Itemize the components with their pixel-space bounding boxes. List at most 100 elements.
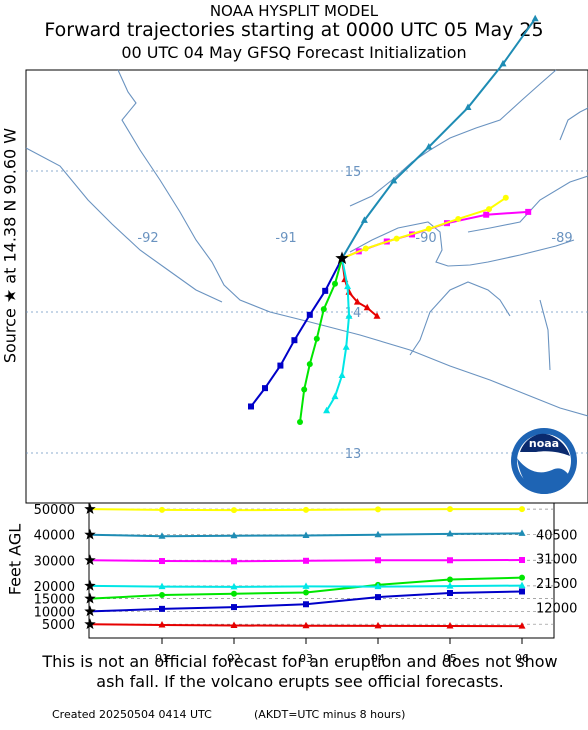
trajectory-point: [499, 59, 507, 67]
height-point: [159, 558, 165, 565]
trajectory-point: [248, 403, 254, 410]
map-frame: [25, 69, 588, 504]
height-start-star: [84, 503, 96, 514]
height-start-star: [84, 554, 96, 566]
height-series: [84, 503, 526, 630]
trajectory-point: [425, 225, 432, 232]
trajectory-point: [291, 337, 298, 344]
trajectory-point: [353, 298, 361, 305]
height-point: [518, 622, 526, 629]
time-tick-label: 01: [155, 652, 169, 665]
trajectory-point: [262, 385, 268, 392]
lat-label: 13: [345, 447, 362, 462]
height-point: [302, 582, 310, 589]
height-point: [519, 588, 525, 595]
trajectory-point: [531, 14, 539, 22]
height-start-star: [84, 605, 96, 617]
height-point: [231, 558, 237, 565]
trajectory-point: [360, 216, 368, 223]
trajectory-point: [332, 280, 338, 287]
height-point: [518, 529, 526, 536]
lon-label: -91: [275, 231, 296, 246]
height-point: [447, 557, 453, 564]
trajectory-point: [344, 282, 352, 290]
trajectory-point: [425, 143, 433, 150]
height-point: [374, 582, 382, 590]
time-tick-label: 04: [371, 652, 385, 665]
height-start-star: [84, 528, 96, 540]
height-point: [375, 594, 381, 601]
map-panel: -92 -91 -90 -89 15 14 13 noaa: [25, 14, 588, 504]
height-point: [302, 621, 310, 629]
time-tick-label: 05: [443, 652, 457, 665]
noaa-logo-wave: [517, 458, 571, 494]
height-tick-label: 40000: [34, 529, 75, 544]
height-point: [447, 506, 453, 513]
trajectory-point: [306, 311, 313, 318]
trajectory-point: [345, 312, 353, 319]
height-point: [303, 506, 309, 513]
trajectory-point: [363, 303, 371, 311]
trajectory-point: [362, 245, 369, 252]
height-tick-label: 30000: [34, 554, 75, 569]
height-point: [230, 531, 238, 539]
height-point: [447, 590, 453, 597]
height-end-label: 21500: [536, 577, 577, 592]
noaa-logo-text: noaa: [529, 437, 559, 450]
height-point: [159, 506, 165, 513]
lat-label: 15: [345, 165, 362, 180]
trajectory-point: [342, 343, 350, 350]
noaa-logo-bird: [520, 433, 570, 456]
height-point: [519, 506, 525, 513]
height-start-star: [84, 579, 96, 591]
height-point: [447, 576, 453, 583]
chart-title: Forward trajectories starting at 0000 UT…: [44, 19, 544, 41]
model-title: NOAA HYSPLIT MODEL: [209, 2, 379, 20]
height-end-label: 40500: [536, 528, 577, 543]
created-timestamp: Created 20250504 0414 UTC: [52, 708, 212, 721]
trajectory-point: [306, 361, 313, 368]
height-point: [303, 601, 309, 608]
height-point: [231, 604, 237, 611]
height-tick-label: 5000: [42, 618, 75, 633]
trajectory-point: [320, 306, 327, 313]
disclaimer-text: This is not an official forecast for an …: [42, 652, 558, 691]
trajectory-point: [277, 362, 284, 369]
trajectory-point: [313, 335, 320, 342]
trajectory-point: [297, 418, 303, 425]
trajectory-point: [373, 312, 381, 319]
height-point: [375, 506, 381, 513]
trajectory-point: [322, 287, 329, 294]
height-point: [518, 581, 526, 589]
height-point: [230, 621, 238, 628]
height-point: [446, 582, 454, 589]
height-point: [159, 592, 165, 599]
timezone-note: (AKDT=UTC minus 8 hours): [254, 708, 406, 721]
height-point: [303, 557, 309, 564]
height-point: [519, 574, 525, 581]
trajectory-point: [301, 386, 308, 393]
height-point: [446, 622, 454, 629]
height-point: [374, 530, 382, 538]
lon-label: -89: [551, 231, 572, 246]
height-point: [159, 605, 165, 612]
height-tick-label: 20000: [34, 580, 75, 595]
trajectory-point: [502, 194, 509, 201]
map-coastlines: [25, 69, 588, 417]
chart-subtitle: 00 UTC 04 May GFSQ Forecast Initializati…: [121, 43, 467, 62]
trajectory-point: [323, 406, 331, 414]
time-tick-label: 06: [515, 652, 529, 665]
height-point: [446, 529, 454, 537]
height-point: [231, 590, 237, 597]
source-star: [335, 251, 349, 265]
height-end-label: 31000: [536, 553, 577, 568]
height-point: [158, 582, 166, 590]
trajectory-series: [248, 14, 539, 425]
trajectory-point: [483, 211, 490, 218]
trajectory-point: [338, 371, 346, 378]
time-tick-label: 02: [227, 652, 241, 665]
time-tick-label: 03: [299, 652, 313, 665]
trajectory-point: [486, 206, 492, 213]
